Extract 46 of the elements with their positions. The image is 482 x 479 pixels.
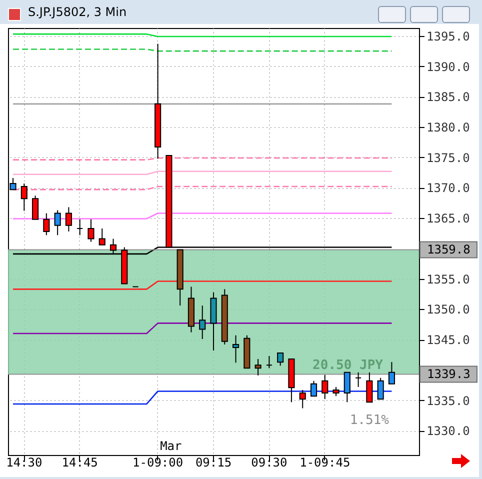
candlestick — [43, 212, 50, 236]
ref-line-label: 1339.3 — [427, 367, 470, 382]
candlestick — [76, 218, 84, 236]
candlestick — [20, 182, 28, 212]
candlestick — [88, 218, 94, 242]
candlestick — [266, 355, 272, 369]
y-tick-label: 1335.0 — [426, 394, 470, 408]
candlestick — [332, 386, 340, 397]
candlestick — [355, 372, 362, 388]
candlestick — [232, 334, 240, 364]
candlestick — [199, 305, 206, 340]
y-tick-label: 1350.0 — [426, 302, 470, 317]
candlestick — [310, 380, 318, 397]
y-tick-label: 1355.0 — [426, 272, 470, 286]
y-tick-label: 1385.0 — [426, 90, 470, 104]
y-tick-label: 1395.0 — [426, 29, 470, 44]
candlestick — [254, 358, 262, 376]
x-tick-label: 14:45 — [62, 456, 98, 470]
y-tick-label: 1380.0 — [426, 120, 470, 135]
candlestick — [377, 377, 384, 400]
y-tick-label: 1370.0 — [426, 181, 470, 196]
ref-line-label: 1359.8 — [427, 242, 470, 257]
candlestick — [322, 374, 328, 400]
candlestick — [54, 210, 61, 236]
x-tick-label: 14:30 — [6, 456, 42, 470]
candlestick — [366, 372, 373, 403]
candlestick — [388, 362, 395, 384]
candlestick — [98, 228, 106, 246]
candlestick — [344, 372, 350, 403]
x-tick-label: 1-09:45 — [300, 456, 350, 470]
candlestick — [277, 352, 284, 366]
y-tick-label: 1330.0 — [426, 424, 470, 438]
candlestick — [65, 206, 72, 232]
annotation: 1.51% — [350, 413, 390, 428]
x-tick-label: 1-09:00 — [132, 456, 184, 470]
annotation: Mar — [160, 439, 182, 453]
y-tick-label: 1390.0 — [426, 60, 470, 74]
candlestick — [299, 390, 306, 409]
y-tick-label: 1345.0 — [426, 333, 470, 348]
y-tick-label: 1375.0 — [426, 150, 470, 165]
chart-title: S.JP.J5802, 3 Min — [28, 5, 127, 19]
x-tick-label: 09:15 — [195, 456, 232, 470]
band-label: 20.50 JPY — [312, 358, 384, 374]
candlestick — [32, 195, 39, 220]
y-tick-label: 1365.0 — [426, 212, 470, 226]
x-tick-label: 09:30 — [251, 456, 288, 470]
